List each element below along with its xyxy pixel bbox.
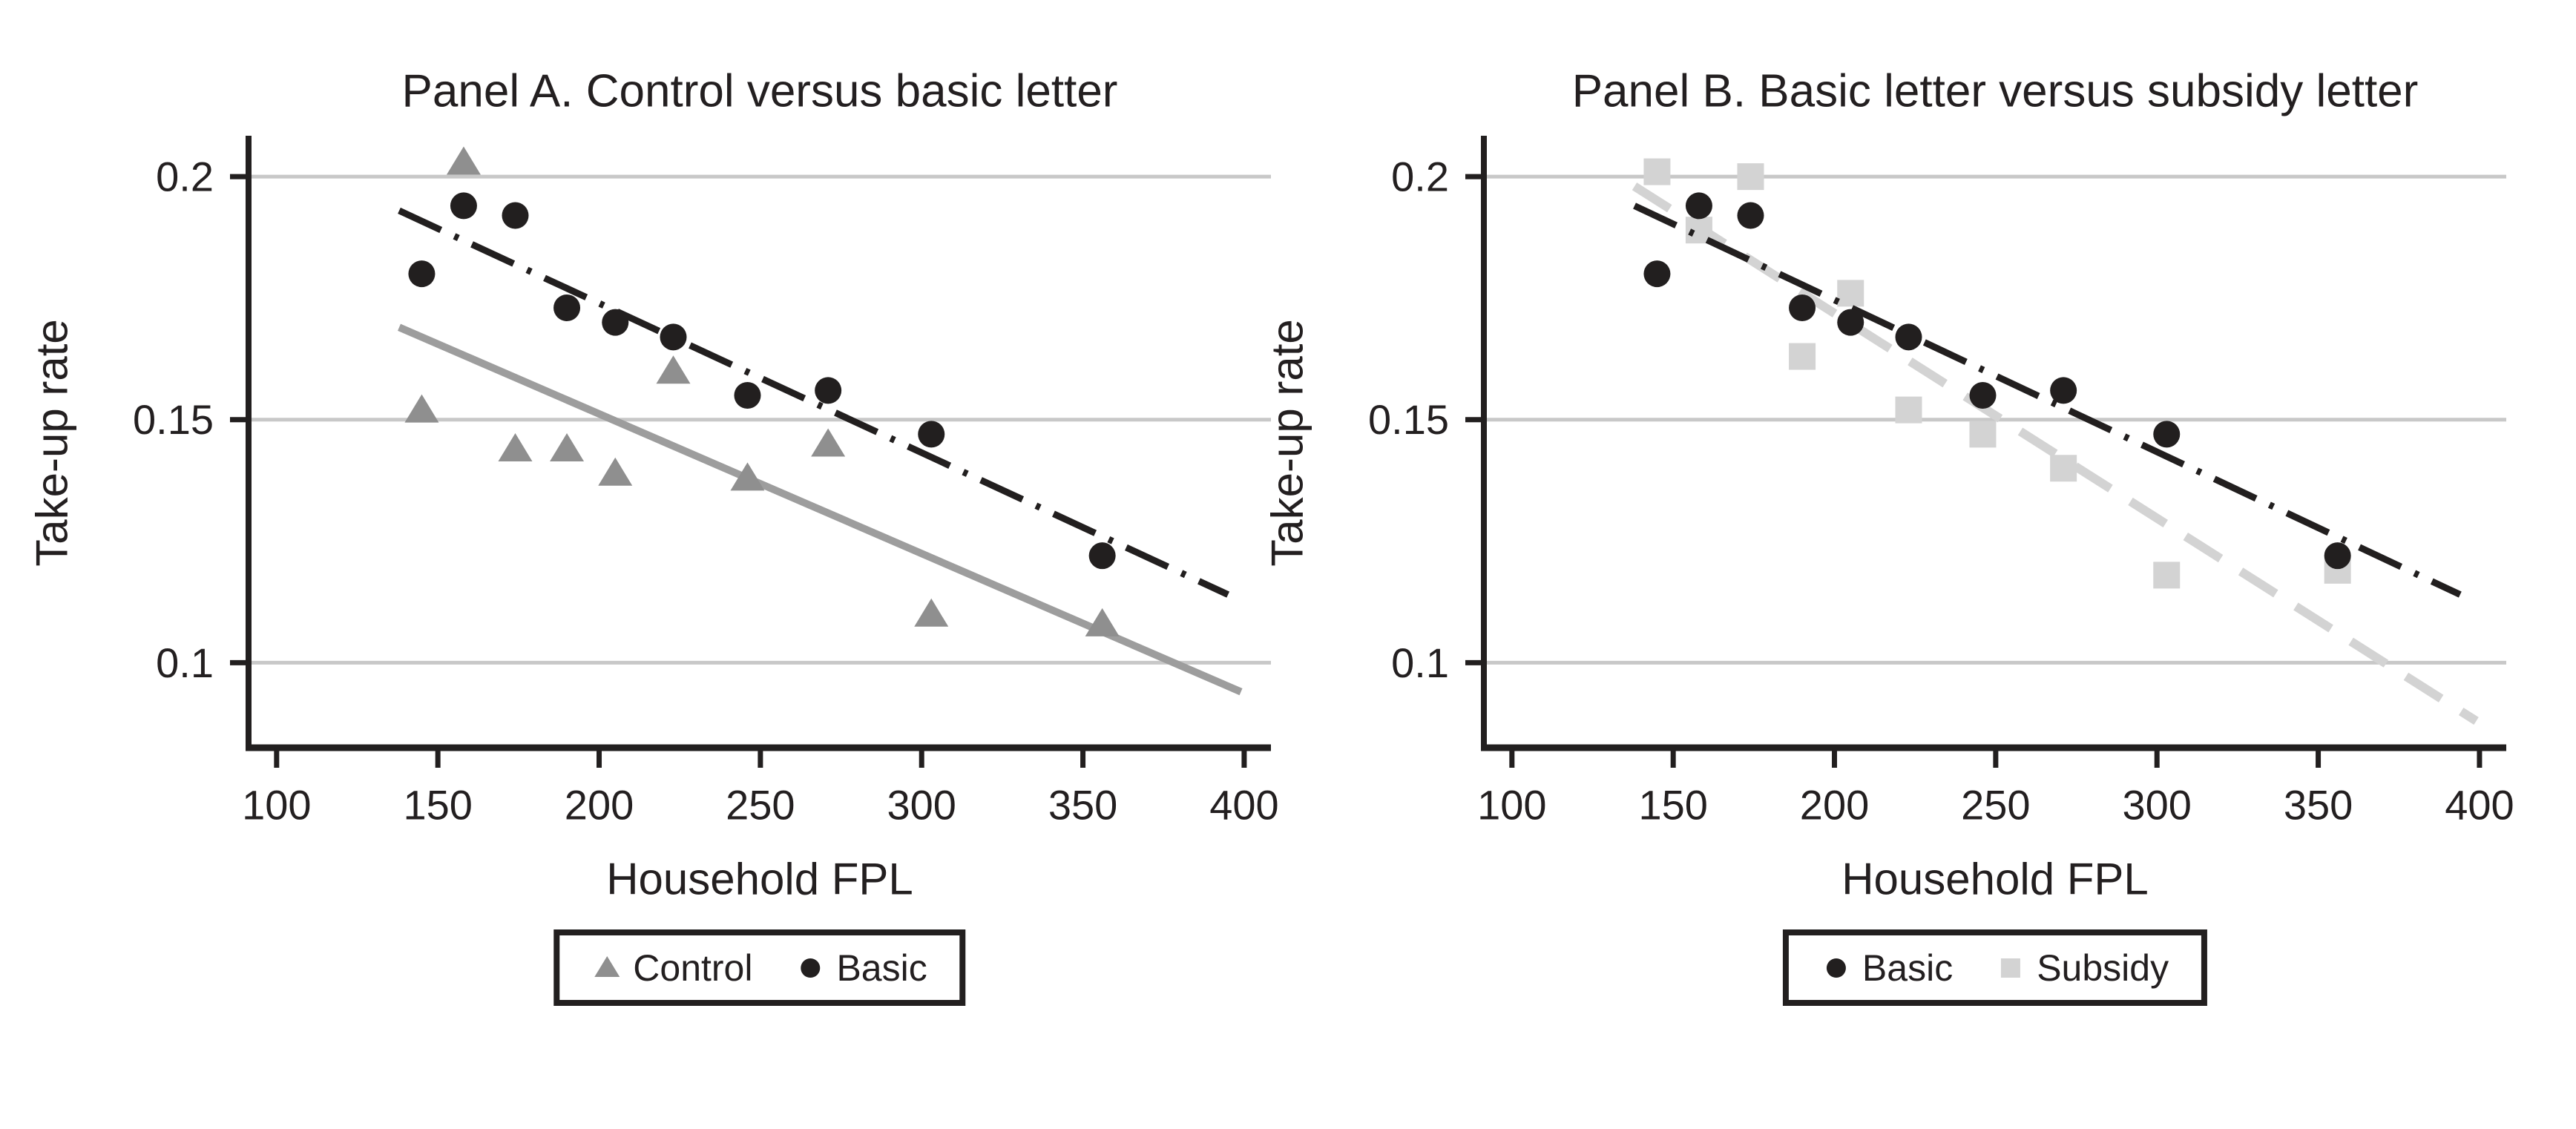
data-point-basic [450,192,477,220]
x-tick-label: 200 [1800,782,1869,829]
y-tick-label: 0.2 [1391,154,1449,200]
data-point-control [1085,608,1120,636]
circle-icon [801,958,821,978]
panel-b-title: Panel B. Basic letter versus subsidy let… [1572,66,2419,117]
x-tick-label: 350 [2284,782,2353,829]
panel-a-y-axis-label: Take-up rate [27,319,77,567]
panel-b-x-axis-label: Household FPL [1841,855,2149,904]
data-point-basic [2324,542,2351,570]
legend-label-basic: Basic [1862,947,1954,989]
data-point-subsidy [1643,158,1671,185]
data-point-basic [660,323,687,351]
y-tick-label: 0.1 [1391,639,1449,686]
data-point-subsidy [1895,396,1922,424]
circle-icon [1826,958,1846,978]
x-tick-label: 200 [565,782,634,829]
data-point-control [498,433,533,462]
fit-line-basic [398,207,1230,598]
x-tick-label: 250 [1961,782,2030,829]
panel-a: 0.1 0.15 0.2 100 150 200 250 300 350 400 Panel A.… [27,66,1279,904]
x-tick-label: 250 [726,782,795,829]
data-point-control [598,457,633,486]
triangle-icon [594,955,620,977]
data-point-control [811,428,846,457]
panel-a-plot-area: 0.1 0.15 0.2 100 150 200 250 300 350 400 [133,136,1279,829]
y-tick-label: 0.1 [156,639,214,686]
legend-label-subsidy: Subsidy [2037,947,2169,989]
data-point-basic [1088,542,1116,570]
data-point-subsidy [2050,455,2077,482]
data-point-basic [1969,381,1997,409]
y-tick-label: 0.15 [133,396,214,443]
data-point-basic [918,421,945,448]
square-icon [2001,958,2021,978]
panel-b-legend: Basic Subsidy [1782,929,2208,1006]
data-point-basic [1837,309,1864,336]
data-point-basic [1737,202,1764,229]
x-tick-label: 400 [1209,782,1278,829]
data-point-basic [734,381,761,409]
data-point-control [730,462,765,491]
x-tick-label: 150 [1638,782,1707,829]
data-point-subsidy [1737,163,1764,191]
x-tick-label: 150 [403,782,472,829]
legend-item-control: Control [592,949,752,987]
data-point-basic [553,294,581,322]
data-point-control [656,355,691,384]
data-point-basic [1643,260,1671,288]
data-point-control [914,598,949,627]
legend-item-basic: Basic [1821,949,1953,987]
x-tick-label: 300 [2123,782,2192,829]
legend-label-control: Control [633,947,753,989]
panel-a-title: Panel A. Control versus basic letter [402,66,1118,117]
data-point-subsidy [1789,343,1816,370]
data-point-subsidy [1837,280,1864,307]
y-tick-label: 0.2 [156,154,214,200]
data-point-basic [502,202,529,229]
fit-line-basic [1633,203,2462,598]
data-point-control [446,146,481,175]
data-point-control [550,433,585,462]
data-point-basic [602,309,629,336]
data-point-control [404,394,439,423]
y-tick-label: 0.15 [1368,396,1449,443]
legend-label-basic: Basic [836,947,927,989]
x-tick-label: 100 [242,782,311,829]
data-point-subsidy [1969,421,1997,448]
panel-b-y-axis-label: Take-up rate [1263,319,1312,567]
x-tick-label: 100 [1477,782,1546,829]
x-tick-label: 300 [887,782,956,829]
x-tick-label: 400 [2445,782,2514,829]
data-point-basic [2153,421,2181,448]
panel-a-legend: Control Basic [553,929,966,1006]
panel-b: 0.1 0.15 0.2 100 150 200 250 300 350 400 Panel B.… [1263,66,2514,904]
panel-a-x-axis-label: Household FPL [606,855,913,904]
panel-b-plot-area: 0.1 0.15 0.2 100 150 200 250 300 350 400 [1368,136,2514,829]
data-point-subsidy [2153,562,2181,589]
legend-item-basic: Basic [795,949,927,987]
data-point-basic [1685,192,1712,220]
legend-item-subsidy: Subsidy [1996,949,2169,987]
data-point-basic [2050,377,2077,404]
data-point-basic [1789,294,1816,322]
fit-line-subsidy [1632,182,2479,725]
data-point-basic [1895,323,1922,351]
data-point-basic [815,377,842,404]
data-point-basic [408,260,436,288]
x-tick-label: 350 [1048,782,1117,829]
